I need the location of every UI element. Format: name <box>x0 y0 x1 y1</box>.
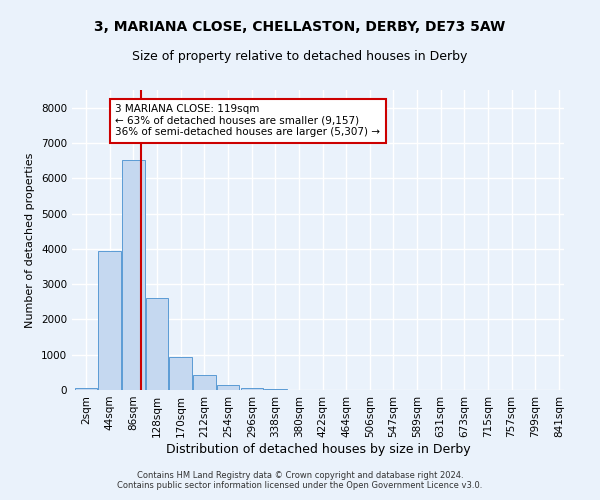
Bar <box>146 298 169 390</box>
Text: Size of property relative to detached houses in Derby: Size of property relative to detached ho… <box>133 50 467 63</box>
Text: 3, MARIANA CLOSE, CHELLASTON, DERBY, DE73 5AW: 3, MARIANA CLOSE, CHELLASTON, DERBY, DE7… <box>94 20 506 34</box>
Bar <box>75 388 97 390</box>
Bar <box>169 357 192 390</box>
Bar <box>193 375 216 390</box>
Bar <box>122 160 145 390</box>
Text: 3 MARIANA CLOSE: 119sqm
← 63% of detached houses are smaller (9,157)
36% of semi: 3 MARIANA CLOSE: 119sqm ← 63% of detache… <box>115 104 380 138</box>
Y-axis label: Number of detached properties: Number of detached properties <box>25 152 35 328</box>
Bar <box>217 385 239 390</box>
X-axis label: Distribution of detached houses by size in Derby: Distribution of detached houses by size … <box>166 442 470 456</box>
Bar <box>241 388 263 390</box>
Text: Contains HM Land Registry data © Crown copyright and database right 2024.
Contai: Contains HM Land Registry data © Crown c… <box>118 470 482 490</box>
Bar <box>98 251 121 390</box>
